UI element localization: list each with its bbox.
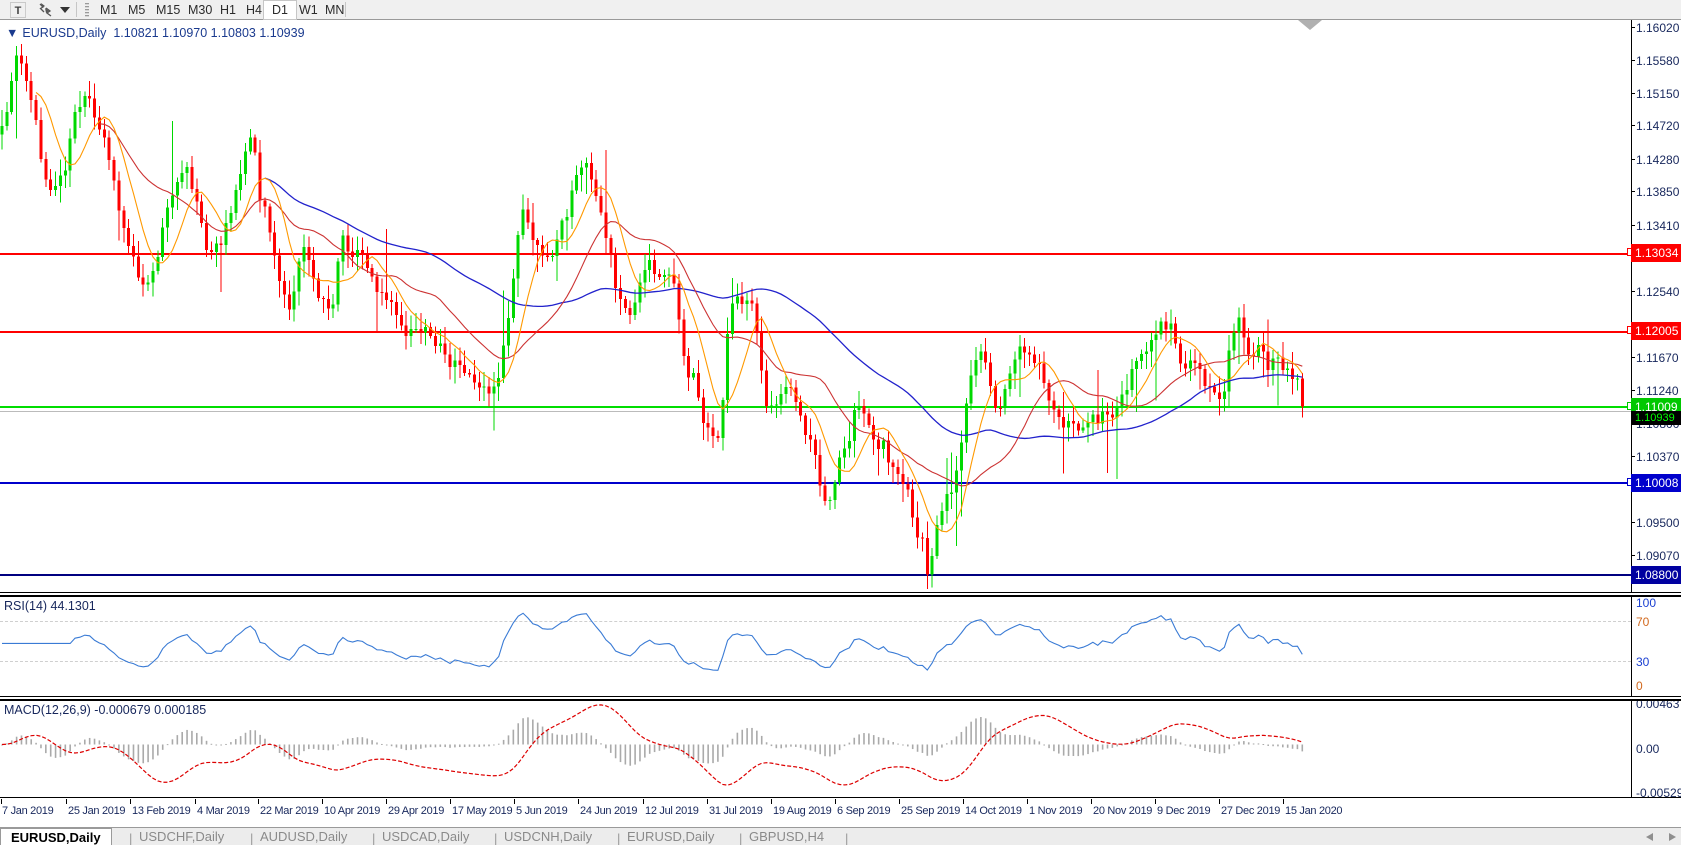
svg-text:T: T xyxy=(15,5,22,17)
